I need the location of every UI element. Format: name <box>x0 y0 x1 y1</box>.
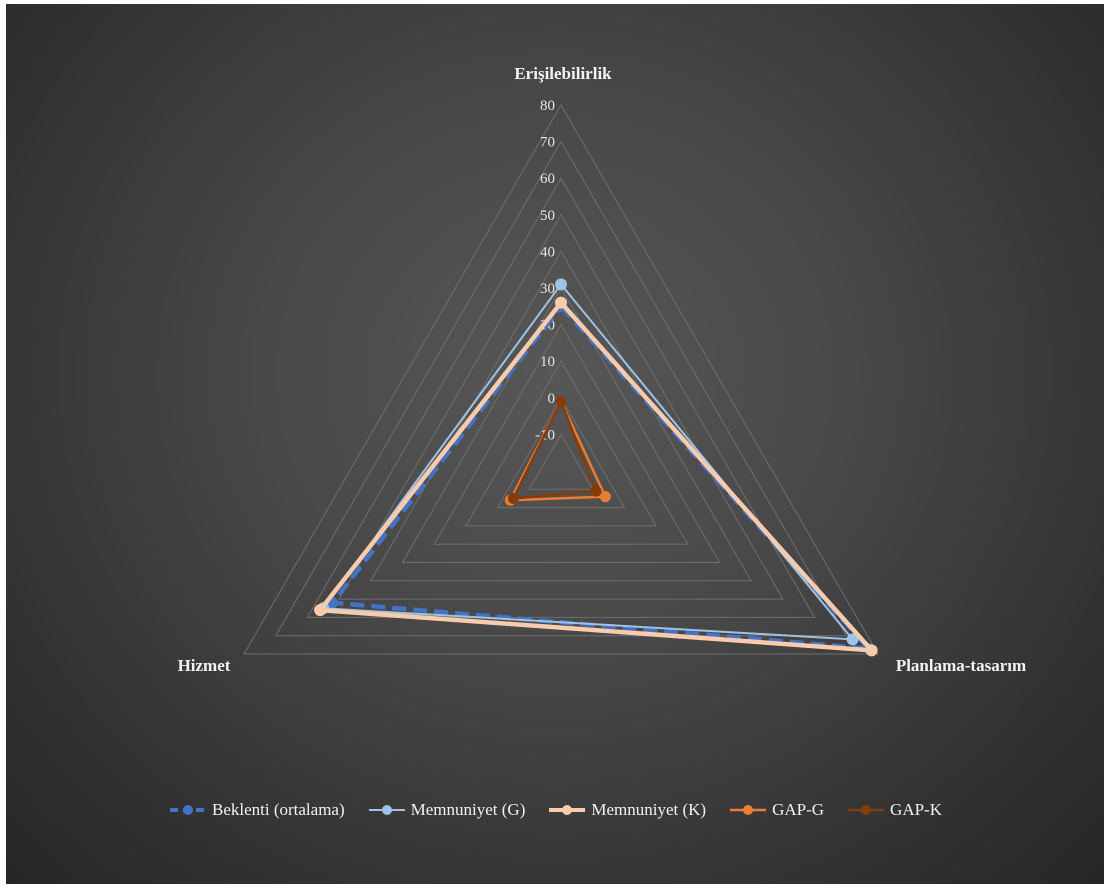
legend-swatch-memnuniyet-g <box>368 805 405 815</box>
data-point[interactable] <box>555 278 567 291</box>
data-point[interactable] <box>846 633 859 646</box>
data-point[interactable] <box>555 296 567 309</box>
legend-swatch-beklenti <box>169 805 206 815</box>
legend-item-memnuniyet-k[interactable]: Memnuniyet (K) <box>547 800 706 820</box>
gridline <box>306 177 816 618</box>
legend-label-beklenti: Beklenti (ortalama) <box>211 800 345 819</box>
axis-label-top: Erişilebilirlik <box>514 64 612 83</box>
data-point[interactable] <box>507 492 519 504</box>
data-point[interactable] <box>599 491 611 503</box>
gridline <box>274 140 848 637</box>
legend-label-memnuniyet-k: Memnuniyet (K) <box>591 800 707 819</box>
legend-item-beklenti[interactable]: Beklenti (ortalama) <box>168 800 345 820</box>
axis-label-bottom-right: Planlama-tasarım <box>896 656 1026 675</box>
tick-label: 60 <box>540 171 555 187</box>
tick-label: 80 <box>540 98 555 114</box>
radar-grid <box>243 103 879 655</box>
axis-label-bottom-left: Hizmet <box>178 656 231 675</box>
tick-label: 10 <box>540 354 555 370</box>
tick-label: 40 <box>540 244 555 260</box>
series-line <box>512 400 598 500</box>
tick-label: 50 <box>540 208 555 224</box>
legend-item-memnuniyet-g[interactable]: Memnuniyet (G) <box>367 800 526 820</box>
legend-label-gap-g: GAP-G <box>772 800 825 819</box>
gridline <box>243 103 879 655</box>
chart-area: 80 70 60 50 40 30 20 10 0 -10 Erişilebilirlik Pla… <box>6 4 1104 884</box>
legend-label-gap-k: GAP-K <box>890 800 942 819</box>
gridline <box>338 213 784 600</box>
series-gap-k <box>507 395 602 504</box>
tick-label: 70 <box>540 135 555 151</box>
data-point[interactable] <box>590 485 602 497</box>
legend-item-gap-g[interactable]: GAP-G <box>728 800 824 820</box>
axis-labels: Erişilebilirlik Planlama-tasarım Hizmet <box>178 64 1027 675</box>
gridline <box>369 250 753 582</box>
gridline <box>433 323 689 545</box>
data-point[interactable] <box>555 395 567 407</box>
legend: Beklenti (ortalama) Memnuniyet (G) Memnu… <box>6 796 1104 824</box>
series-memnuniyet-k <box>314 296 878 657</box>
legend-swatch-memnuniyet-k <box>549 805 586 815</box>
data-point[interactable] <box>865 644 878 657</box>
legend-swatch-gap-k <box>848 805 885 815</box>
series-line <box>330 304 871 651</box>
legend-swatch-gap-g <box>730 805 767 815</box>
tick-label: 0 <box>548 391 556 407</box>
series-line <box>322 283 854 641</box>
tick-label: 30 <box>540 281 555 297</box>
legend-item-gap-k[interactable]: GAP-K <box>846 800 942 820</box>
gridline <box>465 360 657 527</box>
gridline <box>401 287 721 563</box>
data-point[interactable] <box>314 604 327 617</box>
gridline <box>528 433 594 490</box>
series-layer <box>314 278 878 657</box>
legend-label-memnuniyet-g: Memnuniyet (G) <box>410 800 526 819</box>
gridline <box>496 396 626 509</box>
series-line <box>317 300 874 653</box>
